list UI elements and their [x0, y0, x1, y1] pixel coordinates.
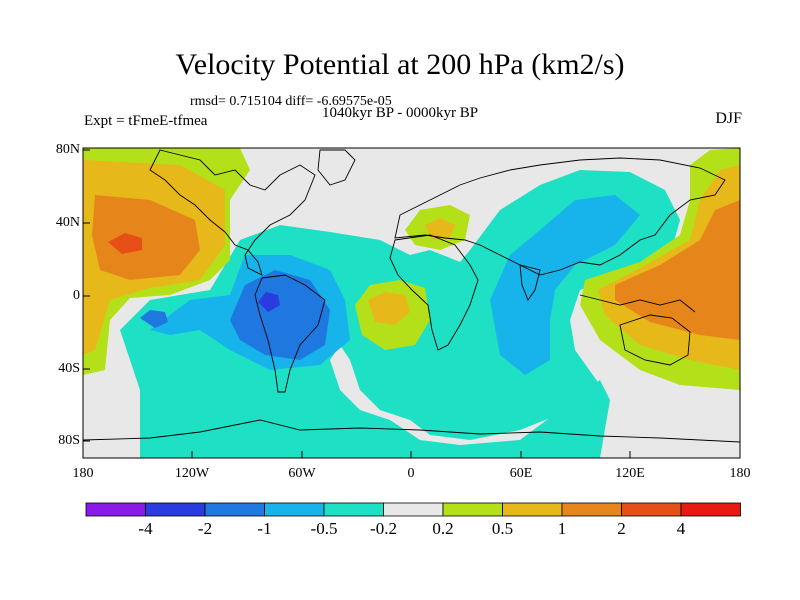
- coast-greenland: [317, 149, 356, 186]
- colorbar-label: 0.5: [491, 519, 514, 538]
- colorbar-label: -1: [257, 519, 272, 538]
- contour-neg-large: [230, 270, 330, 360]
- x-label-60e: 60E: [509, 466, 533, 481]
- coastlines: [83, 149, 740, 443]
- y-label-80n: 80N: [55, 142, 80, 157]
- coast-australia: [619, 314, 691, 366]
- stats-line: rmsd= 0.715104 diff= -6.69575e-05: [190, 94, 392, 109]
- coast-south-america: [254, 274, 326, 393]
- colorbar-swatch: [383, 502, 444, 517]
- colorbar-swatch: [85, 502, 146, 517]
- contour-pos-max: [108, 233, 142, 254]
- axis-ticks: [82, 149, 741, 458]
- colorbar-label: 0.2: [432, 519, 454, 538]
- y-label-80s: 80S: [58, 433, 80, 448]
- colorbar-label: -0.5: [310, 519, 338, 538]
- contour-neg-large-west: [140, 310, 168, 328]
- coast-europe-asia: [394, 157, 726, 276]
- x-label-120w: 120W: [174, 466, 210, 481]
- experiment-label: Expt = tFmeE-tfmea: [84, 113, 208, 129]
- y-label-40n: 40N: [55, 215, 80, 230]
- colorbar-swatch: [680, 502, 741, 517]
- colorbar-swatch: [264, 502, 325, 517]
- colorbar-label: 1: [557, 519, 567, 538]
- x-label-180w: 180: [72, 466, 94, 481]
- period-line: 1040kyr BP - 0000kyr BP: [322, 105, 479, 121]
- colorbar-label: -2: [197, 519, 213, 538]
- y-label-eq: 0: [73, 288, 80, 303]
- colorbar-label: 4: [676, 519, 686, 538]
- season-label: DJF: [715, 110, 742, 127]
- x-label-180e: 180: [729, 466, 751, 481]
- contour-neg-medium-east: [490, 195, 640, 375]
- contour-pos-medium-med: [425, 218, 455, 240]
- plot-title: Velocity Potential at 200 hPa (km2/s): [175, 48, 625, 81]
- colorbar-swatch: [204, 502, 265, 517]
- coast-north-america: [149, 149, 316, 276]
- x-label-60w: 60W: [288, 466, 316, 481]
- coast-antarctica: [83, 419, 740, 443]
- x-label-120e: 120E: [615, 466, 645, 481]
- colorbar-swatch: [145, 502, 206, 517]
- contour-pos-large-west: [92, 195, 200, 280]
- coast-indonesia: [579, 294, 696, 313]
- colorbar-label: -4: [138, 519, 153, 538]
- colorbar-swatch: [561, 502, 622, 517]
- contour-neg-max: [258, 292, 280, 312]
- y-label-40s: 40S: [58, 361, 80, 376]
- colorbar-swatch: [502, 502, 563, 517]
- coast-africa: [389, 234, 479, 351]
- colorbar-label: -0.2: [370, 519, 397, 538]
- contour-pos-medium-atlantic: [368, 292, 410, 325]
- contour-pos-large-east: [615, 200, 740, 340]
- colorbar-swatch: [621, 502, 682, 517]
- coast-india: [519, 264, 541, 301]
- x-label-0: 0: [407, 466, 415, 481]
- colorbar-label: 2: [617, 519, 626, 538]
- colorbar-swatch: [323, 502, 384, 517]
- map-panel: [83, 148, 740, 458]
- colorbar-swatch: [442, 502, 503, 517]
- colorbar: [85, 502, 741, 517]
